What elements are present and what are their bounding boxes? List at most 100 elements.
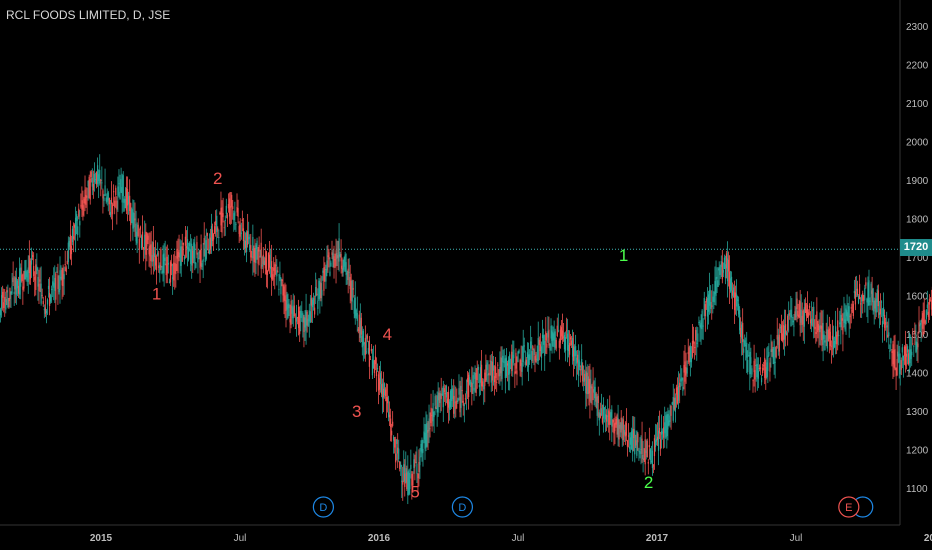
candle-body <box>296 317 299 319</box>
candle-body <box>460 385 462 408</box>
candle-body <box>632 429 634 452</box>
candle-body <box>96 165 99 184</box>
candle-body <box>754 370 756 380</box>
candle-body <box>358 314 360 332</box>
candle-body <box>242 228 245 242</box>
candle-body <box>799 301 801 326</box>
candle-body <box>929 300 932 302</box>
candle-body <box>44 307 46 314</box>
event-marker-dividend[interactable] <box>451 496 473 518</box>
candle-body <box>483 385 485 390</box>
candle-body <box>913 345 915 347</box>
candle-body <box>201 263 203 268</box>
y-tick-label: 1800 <box>906 215 929 226</box>
candle-body <box>317 300 319 309</box>
candle-body <box>84 189 86 204</box>
candle-body <box>861 294 863 302</box>
candle-body <box>221 207 223 233</box>
candle-body <box>609 412 611 425</box>
candle-body <box>101 182 103 184</box>
candle-body <box>702 325 704 327</box>
candle-body <box>577 354 579 363</box>
candle-body <box>601 417 604 423</box>
candle-body <box>886 325 888 328</box>
candle-body <box>659 439 662 450</box>
candle-body <box>86 195 88 198</box>
candle-body <box>544 340 546 356</box>
candle-body <box>394 439 396 448</box>
candle-body <box>513 349 515 359</box>
candle-body <box>877 290 879 307</box>
event-marker-label: D <box>319 502 327 514</box>
event-marker-dividend[interactable] <box>312 496 334 518</box>
candle-body <box>280 277 282 295</box>
candle-body <box>161 271 163 274</box>
candle-body <box>719 266 721 275</box>
candle-body <box>717 280 719 287</box>
candle-body <box>372 360 375 369</box>
candle-body <box>768 351 770 356</box>
candle-body <box>642 454 644 459</box>
candle-body <box>840 314 842 328</box>
candle-body <box>858 283 861 300</box>
candle-body <box>478 384 480 388</box>
candle-body <box>116 200 118 210</box>
candle-body <box>727 259 730 272</box>
candle-body <box>176 249 178 259</box>
candle-body <box>699 324 701 328</box>
candle-body <box>125 187 128 211</box>
candle-body <box>231 194 233 207</box>
candle-body <box>311 299 314 308</box>
candle-body <box>416 463 418 474</box>
candle-body <box>620 417 622 433</box>
candle-body <box>512 355 514 363</box>
candle-body <box>393 436 395 441</box>
candle-body <box>545 331 547 341</box>
candle-body <box>396 439 398 444</box>
candle-body <box>319 282 321 299</box>
candle-body <box>252 236 254 259</box>
candle-body <box>533 349 535 356</box>
candle-body <box>267 252 270 271</box>
candle-body <box>448 401 451 410</box>
candle-body <box>295 317 298 322</box>
y-tick-label: 2200 <box>906 61 929 72</box>
candle-body <box>893 350 895 368</box>
candle-body <box>826 329 828 349</box>
candle-body <box>516 370 518 375</box>
candle-body <box>670 405 672 416</box>
candle-body <box>779 327 781 329</box>
candle-body <box>429 428 431 430</box>
candle-body <box>686 367 688 374</box>
candle-body <box>566 333 569 351</box>
candle-body <box>220 207 222 226</box>
candle-body <box>902 355 904 361</box>
candle-body <box>784 324 787 335</box>
candle-body <box>30 257 33 265</box>
candle-body <box>643 458 645 461</box>
candle-body <box>505 357 508 377</box>
candle-body <box>786 332 788 336</box>
candle-body <box>81 200 83 210</box>
event-marker-earnings[interactable] <box>838 496 860 518</box>
candle-body <box>379 373 382 385</box>
candle-body <box>733 292 736 311</box>
candle-body <box>536 358 538 360</box>
candle-body <box>111 204 114 215</box>
candle-body <box>398 448 400 460</box>
candle-body <box>611 409 613 427</box>
candle-body <box>337 255 339 258</box>
candle-body <box>223 227 225 229</box>
candle-body <box>753 360 755 373</box>
candle-body <box>844 319 846 330</box>
candle-body <box>541 334 544 339</box>
candle-body <box>504 358 506 379</box>
candle-body <box>795 307 797 318</box>
candle-body <box>772 349 774 359</box>
candle-body <box>770 349 772 352</box>
candle-body <box>848 306 850 325</box>
candle-body <box>143 247 145 250</box>
candle-body <box>380 384 383 394</box>
candle-body <box>29 260 32 280</box>
